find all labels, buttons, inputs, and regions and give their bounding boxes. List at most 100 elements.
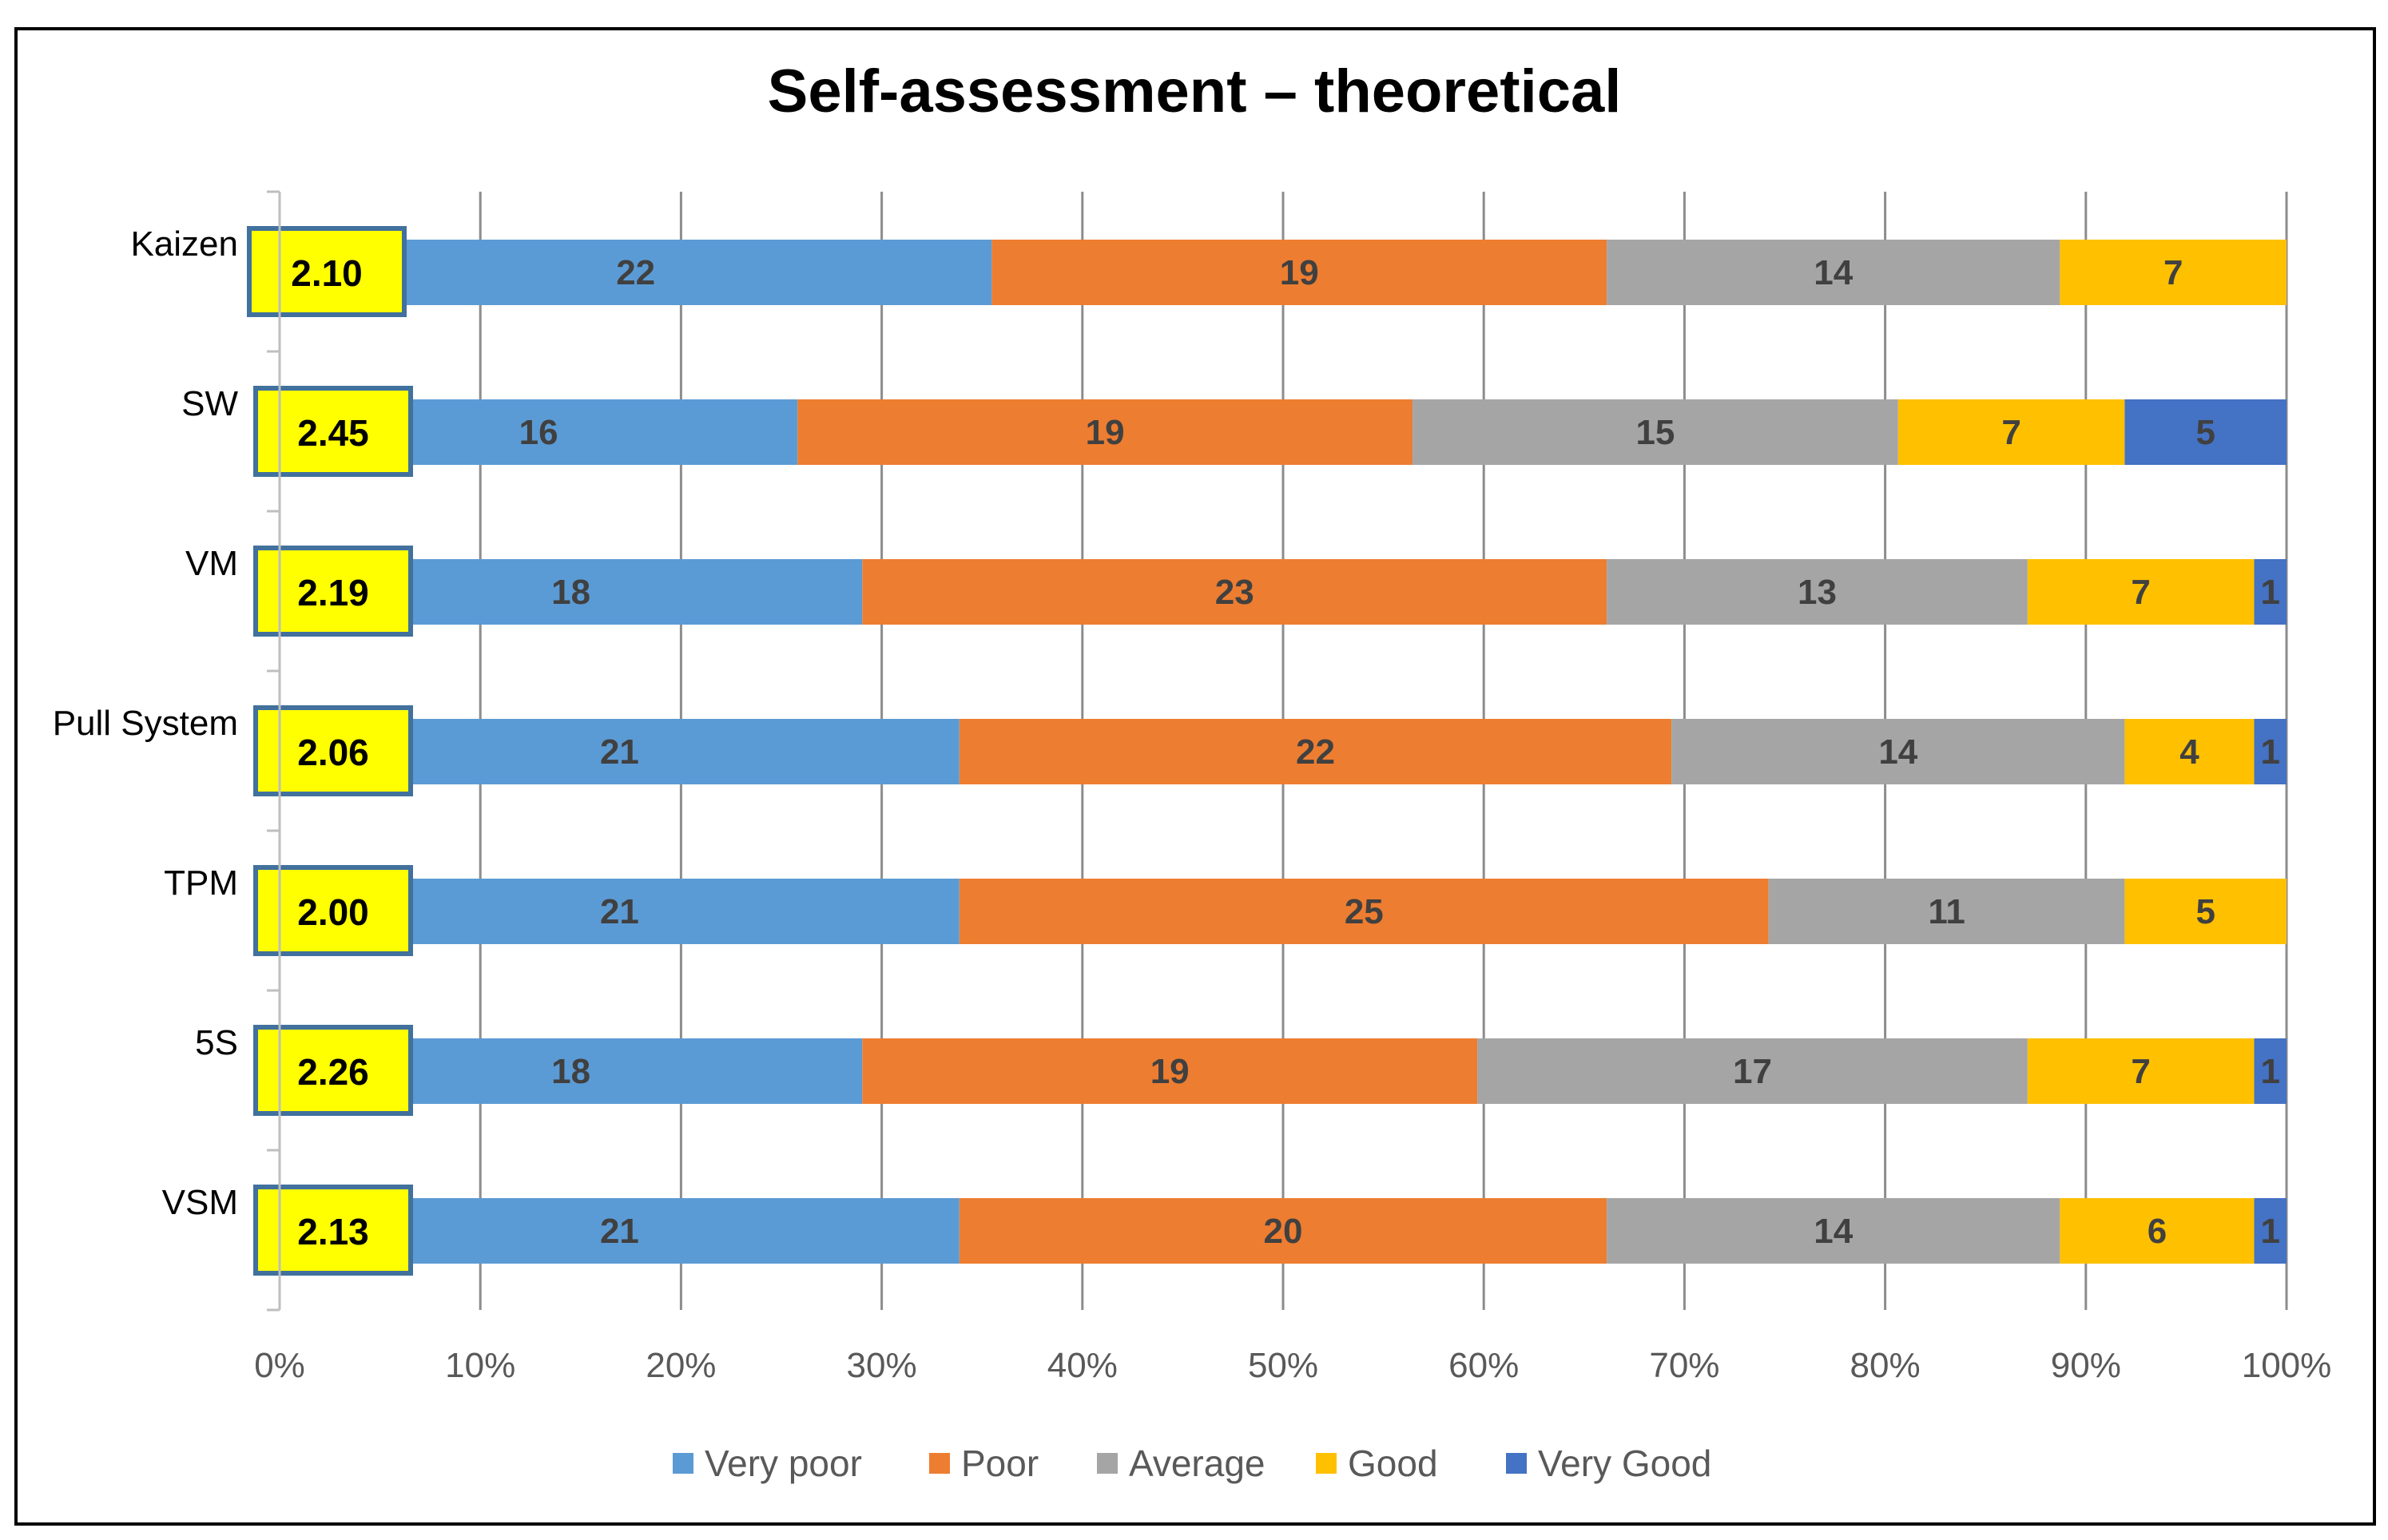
category-label: TPM [164,863,238,903]
legend-swatch [1506,1453,1527,1474]
bar-segment [1607,559,2028,625]
legend-label: Good [1348,1443,1438,1484]
segment-value-label: 1 [2260,1212,2279,1251]
segment-value-label: 18 [551,1052,590,1091]
score-value: 2.19 [297,572,369,613]
x-tick-label: 20% [646,1346,716,1385]
segment-value-label: 17 [1733,1052,1772,1091]
legend-swatch [1316,1453,1337,1474]
segment-value-label: 4 [2179,732,2199,772]
x-tick-label: 60% [1448,1346,1519,1385]
bar-segment [991,240,1607,305]
score-box [253,386,413,477]
legend-swatch [1097,1453,1118,1474]
segment-value-label: 14 [1814,253,1853,292]
bar-segment [2060,1198,2255,1264]
chart-title: Self-assessment – theoretical [768,58,1622,125]
category-label: 5S [195,1023,238,1062]
bar-segment [1671,719,2125,784]
bar-segment [2060,240,2287,305]
segment-value-label: 1 [2260,732,2279,772]
bar-segment [2027,1038,2255,1104]
legend-label: Very Good [1538,1443,1711,1484]
score-box [253,1185,413,1276]
legend: Very poor Poor Average Good Very Good [673,1443,1711,1484]
bar-segment [2124,399,2287,465]
segment-value-label: 7 [2131,1052,2150,1091]
bar-segment [959,879,1769,944]
score-boxes: 2.10 2.45 2.19 2.06 2.00 2.26 2.13 [247,226,413,1276]
x-tick-label: 50% [1248,1346,1318,1385]
score-box [247,226,407,317]
category-label: Kaizen [130,224,238,264]
category-label: VM [185,544,238,583]
bar-segment [1607,240,2060,305]
score-box [253,546,413,637]
segment-value-label: 16 [519,413,558,452]
bar-segment [2254,719,2287,784]
segment-value-label: 21 [600,732,639,772]
score-value: 2.10 [291,252,363,294]
segment-value-label: 20 [1264,1212,1303,1251]
legend-swatch [673,1453,693,1474]
segment-value-label: 6 [2148,1212,2167,1251]
segment-value-label: 11 [1928,892,1965,931]
x-tick-label: 70% [1649,1346,1719,1385]
x-tick-label: 0% [254,1346,305,1385]
score-box [253,865,413,956]
segment-value-label: 7 [2001,413,2020,452]
segment-value-label: 19 [1150,1052,1190,1091]
bar-segment [1768,879,2125,944]
axes: 0% 10% 20% 30% 40% 50% 60% 70% 80% 90% 100% Kaizen S… [53,190,2332,1385]
segment-value-label: 5 [2195,892,2215,931]
segment-value-label: 25 [1345,892,1384,931]
segment-value-label: 19 [1086,413,1125,452]
bar-segment [862,559,1607,625]
segment-value-label: 22 [616,253,655,292]
bar-segment [1607,1198,2060,1264]
segment-value-label: 1 [2260,573,2279,612]
category-label: Pull System [53,704,238,743]
bar-segment [862,1038,1478,1104]
bar-segment [959,1198,1607,1264]
bar-segment [797,399,1413,465]
segment-value-label: 19 [1280,253,1319,292]
category-label: SW [181,384,238,423]
legend-label: Poor [961,1443,1039,1484]
x-tick-label: 10% [445,1346,515,1385]
bar-segment [1477,1038,2028,1104]
score-value: 2.06 [297,732,369,773]
score-value: 2.45 [297,412,369,454]
segment-value-label: 18 [551,573,590,612]
segment-value-label: 14 [1878,732,1917,772]
score-value: 2.00 [297,891,369,933]
bar-segment [2027,559,2255,625]
bar-segment [2124,719,2255,784]
score-box [253,1025,413,1116]
segment-value-label: 1 [2260,1052,2279,1091]
bar-segment [1897,399,2125,465]
segment-value-label: 14 [1814,1212,1853,1251]
segment-value-label: 22 [1296,732,1335,772]
segment-value-label: 21 [600,892,639,931]
legend-swatch [929,1453,950,1474]
x-tick-label: 40% [1047,1346,1118,1385]
x-tick-label: 30% [847,1346,917,1385]
bar-segment [2124,879,2287,944]
bar-segment [1413,399,1898,465]
segment-value-label: 13 [1798,573,1837,612]
bar-segment [2254,1038,2287,1104]
x-tick-label: 100% [2242,1346,2332,1385]
bar-segment [2254,559,2287,625]
segment-value-label: 23 [1215,573,1254,612]
legend-label: Average [1129,1443,1266,1484]
segment-value-label: 15 [1635,413,1675,452]
segment-value-label: 21 [600,1212,639,1251]
segment-value-label: 7 [2131,573,2150,612]
bar-segment [2254,1198,2287,1264]
x-tick-label: 80% [1850,1346,1921,1385]
category-label: VSM [162,1183,238,1222]
score-value: 2.26 [297,1051,369,1093]
legend-label: Very poor [705,1443,862,1484]
